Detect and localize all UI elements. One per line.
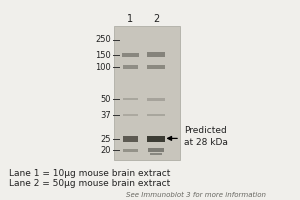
Text: Lane 1 = 10μg mouse brain extract: Lane 1 = 10μg mouse brain extract	[9, 168, 170, 178]
Bar	[148, 148, 164, 152]
Bar	[122, 53, 139, 57]
Text: 25: 25	[100, 134, 111, 144]
Text: 250: 250	[95, 36, 111, 45]
Text: 1: 1	[128, 14, 134, 24]
Text: 50: 50	[100, 95, 111, 104]
Bar	[147, 136, 165, 142]
Bar	[147, 114, 165, 116]
Text: See Immunoblot 3 for more information: See Immunoblot 3 for more information	[126, 192, 266, 198]
Bar	[123, 149, 138, 152]
Text: 20: 20	[100, 146, 111, 155]
Text: 100: 100	[95, 62, 111, 72]
Text: 2: 2	[153, 14, 159, 24]
Text: 150: 150	[95, 50, 111, 60]
Bar	[123, 65, 138, 69]
Bar	[147, 98, 165, 100]
Bar	[147, 65, 165, 69]
Bar	[123, 136, 138, 142]
Bar	[147, 52, 165, 57]
Bar	[123, 114, 138, 116]
Text: Lane 2 = 50μg mouse brain extract: Lane 2 = 50μg mouse brain extract	[9, 179, 170, 188]
Text: Predicted
at 28 kDa: Predicted at 28 kDa	[184, 126, 228, 147]
Bar	[114, 26, 180, 160]
Bar	[150, 153, 162, 155]
Bar	[123, 98, 138, 100]
Text: 37: 37	[100, 110, 111, 119]
